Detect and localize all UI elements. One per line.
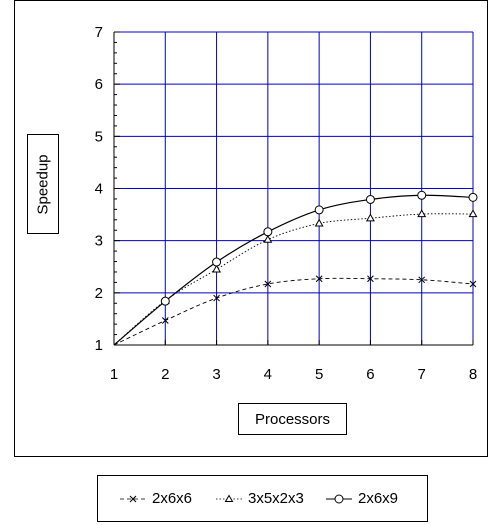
legend-item-series-3: 2x6x9 (326, 476, 398, 521)
data-point-2 (212, 264, 222, 273)
y-tick-label: 1 (95, 337, 103, 354)
data-point-2 (417, 209, 427, 218)
series-1 (113, 275, 477, 346)
axes: 1 2 3 4 5 6 7 1 2 3 4 5 6 7 8 (95, 24, 478, 383)
series-3 (113, 190, 478, 346)
x-marker-icon (120, 495, 146, 502)
x-tick-label: 7 (418, 366, 426, 383)
x-tick-label: 8 (469, 366, 477, 383)
x-tick-label: 6 (366, 366, 374, 383)
legend-item-series-2: 3x5x2x3 (216, 476, 304, 521)
legend-label-series-3: 2x6x9 (358, 490, 399, 507)
legend-label-series-1: 2x6x6 (152, 490, 193, 507)
y-axis-title: Speedup (34, 153, 52, 215)
series-line-1 (113, 277, 474, 346)
data-point-3 (160, 296, 170, 306)
chart-frame (14, 0, 488, 457)
data-point-3 (417, 190, 427, 200)
data-point-2 (314, 218, 324, 227)
data-point-3 (314, 205, 324, 215)
triangle-marker-icon (216, 494, 242, 502)
data-point-2 (365, 213, 375, 222)
data-point-3 (365, 194, 375, 204)
x-axis-title: Processors (254, 410, 331, 428)
legend-item-series-1: 2x6x6 (120, 476, 192, 521)
x-tick-label: 4 (264, 366, 272, 383)
y-tick-label: 2 (95, 285, 103, 302)
legend-label-series-2: 3x5x2x3 (248, 490, 304, 507)
x-tick-label: 5 (315, 366, 323, 383)
data-point-3 (212, 257, 222, 267)
x-tick-label: 1 (110, 366, 118, 383)
x-tick-label: 2 (161, 366, 169, 383)
y-tick-label: 4 (95, 181, 103, 198)
y-tick-label: 7 (95, 24, 103, 41)
y-tick-label: 3 (95, 233, 103, 250)
data-point-1 (367, 275, 374, 283)
legend: 2x6x6 3x5x2x3 2x6x9 (97, 475, 428, 522)
data-point-1 (161, 317, 169, 324)
data-point-3 (468, 192, 478, 202)
data-point-3 (263, 227, 273, 237)
y-tick-label: 6 (95, 76, 103, 93)
data-point-1 (418, 276, 426, 284)
data-point-2 (263, 234, 273, 243)
circle-marker-icon (326, 494, 352, 503)
data-point-1 (213, 294, 220, 302)
x-tick-label: 3 (212, 366, 220, 383)
data-point-1 (315, 275, 323, 283)
data-point-1 (264, 280, 272, 288)
data-point-2 (468, 209, 478, 218)
data-point-1 (469, 280, 477, 288)
series-layer (113, 190, 478, 346)
y-tick-label: 5 (95, 128, 103, 145)
x-axis-title-box: Processors (238, 403, 347, 435)
y-axis-title-box: Speedup (27, 134, 59, 234)
